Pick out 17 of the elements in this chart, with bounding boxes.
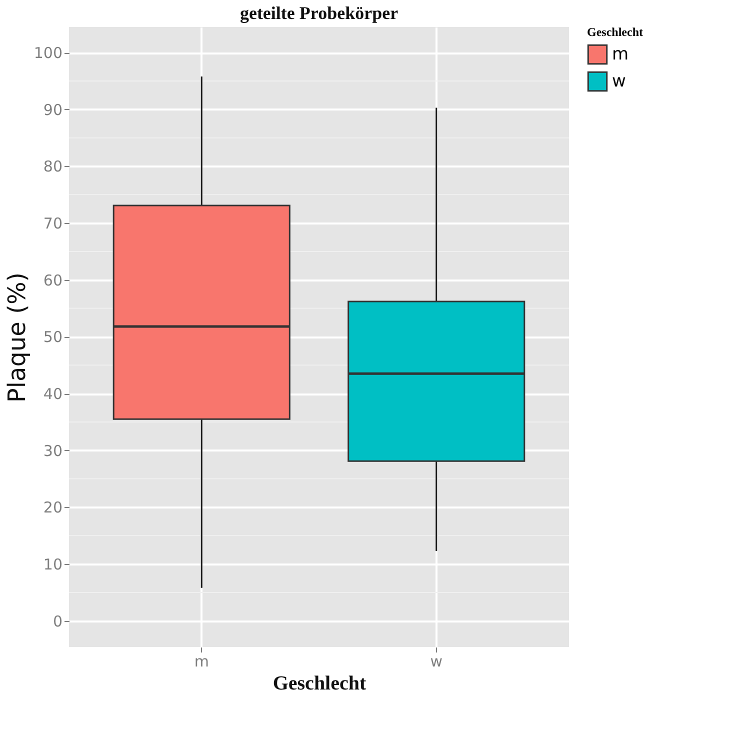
- y-tick-label: 30: [43, 442, 62, 460]
- chart-title: geteilte Probekörper: [240, 3, 398, 23]
- x-axis-title: Geschlecht: [272, 672, 366, 694]
- y-tick-label: 50: [43, 328, 62, 346]
- y-tick-label: 60: [43, 271, 62, 290]
- legend-label: m: [612, 44, 629, 64]
- y-tick-label: 90: [43, 100, 62, 119]
- y-tick-label: 70: [43, 214, 62, 233]
- legend-label: w: [612, 72, 626, 92]
- y-axis-title: Plaque (%): [2, 272, 31, 403]
- y-tick-label: 20: [43, 498, 62, 517]
- y-tick-label: 100: [34, 44, 62, 62]
- y-tick-label: 80: [43, 158, 62, 176]
- y-tick-label: 0: [52, 612, 62, 630]
- legend-title: Geschlecht: [587, 25, 643, 39]
- y-tick-label: 10: [43, 556, 62, 574]
- y-tick-label: 40: [43, 385, 62, 404]
